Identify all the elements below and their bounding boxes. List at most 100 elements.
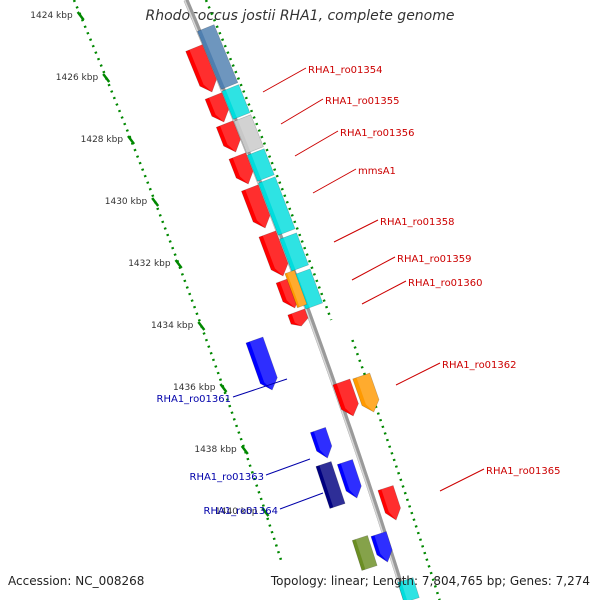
feature-ro01355-shade <box>225 84 250 118</box>
gene-inner-4 <box>228 152 254 185</box>
gene-blue-low-shade <box>374 531 393 562</box>
gene-ro01363-shape <box>309 427 333 459</box>
gene-ro01361-shade <box>249 336 278 390</box>
gene-ro01364-shape <box>315 461 346 509</box>
feature-ro01358 <box>279 232 309 272</box>
gene-olive-shape <box>351 535 378 571</box>
scale-tick <box>174 259 183 269</box>
feature-ro01354-shade <box>201 24 238 88</box>
gene-label-right: RHA1_ro01360 <box>408 278 483 289</box>
gene-blue-low-shape <box>370 531 393 563</box>
scale-tick <box>151 197 160 207</box>
gene-label-right: RHA1_ro01365 <box>486 466 561 477</box>
scale-tick-label: 1432 kbp <box>128 259 171 269</box>
feature-mmsA1-part-shape <box>246 148 275 182</box>
feature-ro01360 <box>284 269 308 309</box>
gene-inner-6 <box>258 230 289 277</box>
gene-blue-low <box>370 531 393 563</box>
feature-ro01356-shape <box>233 114 264 154</box>
gene-ro01363-shade <box>313 427 332 459</box>
gene-inner-2-shape <box>204 92 229 123</box>
gene-inner-3-shape <box>215 120 241 153</box>
label-leader-right <box>294 130 339 157</box>
scale-tick <box>240 445 249 455</box>
scale-tick <box>197 321 206 331</box>
feature-bottom-cyan-shape <box>397 577 420 600</box>
gene-label-right: RHA1_ro01359 <box>397 254 472 265</box>
gene-ro01364-blue-shape <box>336 459 362 499</box>
gene-inner-1-shade <box>189 44 217 92</box>
gene-label-left: RHA1_ro01364 <box>204 506 279 517</box>
gene-ro01364-blue-shade <box>340 459 362 498</box>
gene-inner-8 <box>287 308 309 327</box>
scale-tick-label: 1428 kbp <box>81 135 124 145</box>
scale-tick-label: 1434 kbp <box>151 321 194 331</box>
gene-label-left: RHA1_ro01361 <box>157 394 232 405</box>
gene-ro01365-shape <box>377 485 401 521</box>
label-leader-right <box>262 67 307 93</box>
scale-tick <box>102 73 111 83</box>
gene-inner-6-shape <box>258 230 289 277</box>
accession-text: Accession: NC_008268 <box>8 574 145 588</box>
label-leader-right <box>312 168 357 194</box>
scale-tick-label: 1424 kbp <box>30 11 73 21</box>
feature-ro01356-shade <box>237 114 264 152</box>
feature-ro01356 <box>233 114 264 154</box>
guide-right-upper <box>204 0 333 321</box>
feature-mmsA1-part <box>246 148 275 182</box>
genome-title: Rhodococcus jostii RHA1, complete genome <box>145 8 455 24</box>
gene-ro01364 <box>315 461 346 509</box>
gene-label-right: RHA1_ro01355 <box>325 96 400 107</box>
label-leader-right <box>333 219 379 243</box>
feature-ro01355-shape <box>221 84 251 120</box>
gene-ro01364-shade <box>319 461 346 508</box>
scale-tick <box>76 11 85 21</box>
feature-ro01359-shade <box>296 268 323 308</box>
label-leader-left <box>265 458 311 476</box>
gene-ro01364-blue <box>336 459 362 499</box>
feature-mmsA1-shade <box>262 176 296 234</box>
gene-inner-1 <box>185 44 217 93</box>
scale-tick-label: 1426 kbp <box>56 73 99 83</box>
feature-ro01355 <box>221 84 251 120</box>
scale-tick-label: 1438 kbp <box>194 445 237 455</box>
gene-inner-4-shape <box>228 152 254 185</box>
gene-ro01361-shape <box>245 336 278 391</box>
gene-ro01363 <box>309 427 333 459</box>
gene-label-right: RHA1_ro01362 <box>442 360 517 371</box>
feature-mmsA1 <box>257 176 296 236</box>
scale-tick-label: 1430 kbp <box>105 197 148 207</box>
feature-bottom-cyan <box>397 577 420 600</box>
feature-ro01354 <box>196 24 239 90</box>
gene-olive <box>351 535 378 571</box>
scale-guide-left <box>72 0 283 561</box>
gene-ro01362 <box>352 372 380 413</box>
feature-mmsA1-shape <box>257 176 296 236</box>
gene-label-right: RHA1_ro01354 <box>308 65 383 76</box>
label-leader-right <box>439 468 485 492</box>
gene-ro01362-red-shade <box>336 379 359 416</box>
gene-label-right: RHA1_ro01358 <box>380 217 455 228</box>
gene-ro01362-red <box>332 378 359 417</box>
feature-ro01359-shape <box>292 268 323 310</box>
feature-ro01360-shape <box>284 269 308 309</box>
gene-inner-5 <box>241 184 271 229</box>
gene-inner-3 <box>215 120 241 153</box>
gene-label-right: RHA1_ro01356 <box>340 128 415 139</box>
scale-tick <box>261 507 270 517</box>
feature-ro01358-shape <box>279 232 309 272</box>
label-leader-right <box>280 98 324 125</box>
gene-ro01362-shade <box>356 373 379 413</box>
gene-inner-5-shape <box>241 184 271 229</box>
label-leader-right <box>351 256 396 281</box>
gene-label-right: mmsA1 <box>358 166 396 177</box>
gene-olive-shade <box>355 535 378 570</box>
scale-tick-label: 1440 kbp <box>215 507 258 517</box>
label-leader-left <box>232 378 288 398</box>
gene-inner-1-shape <box>185 44 217 93</box>
genome-summary-text: Topology: linear; Length: 7,804,765 bp; … <box>270 574 590 588</box>
gene-inner-2-shade <box>208 92 229 123</box>
feature-ro01360-shade <box>287 270 307 307</box>
gene-ro01361 <box>245 336 278 391</box>
